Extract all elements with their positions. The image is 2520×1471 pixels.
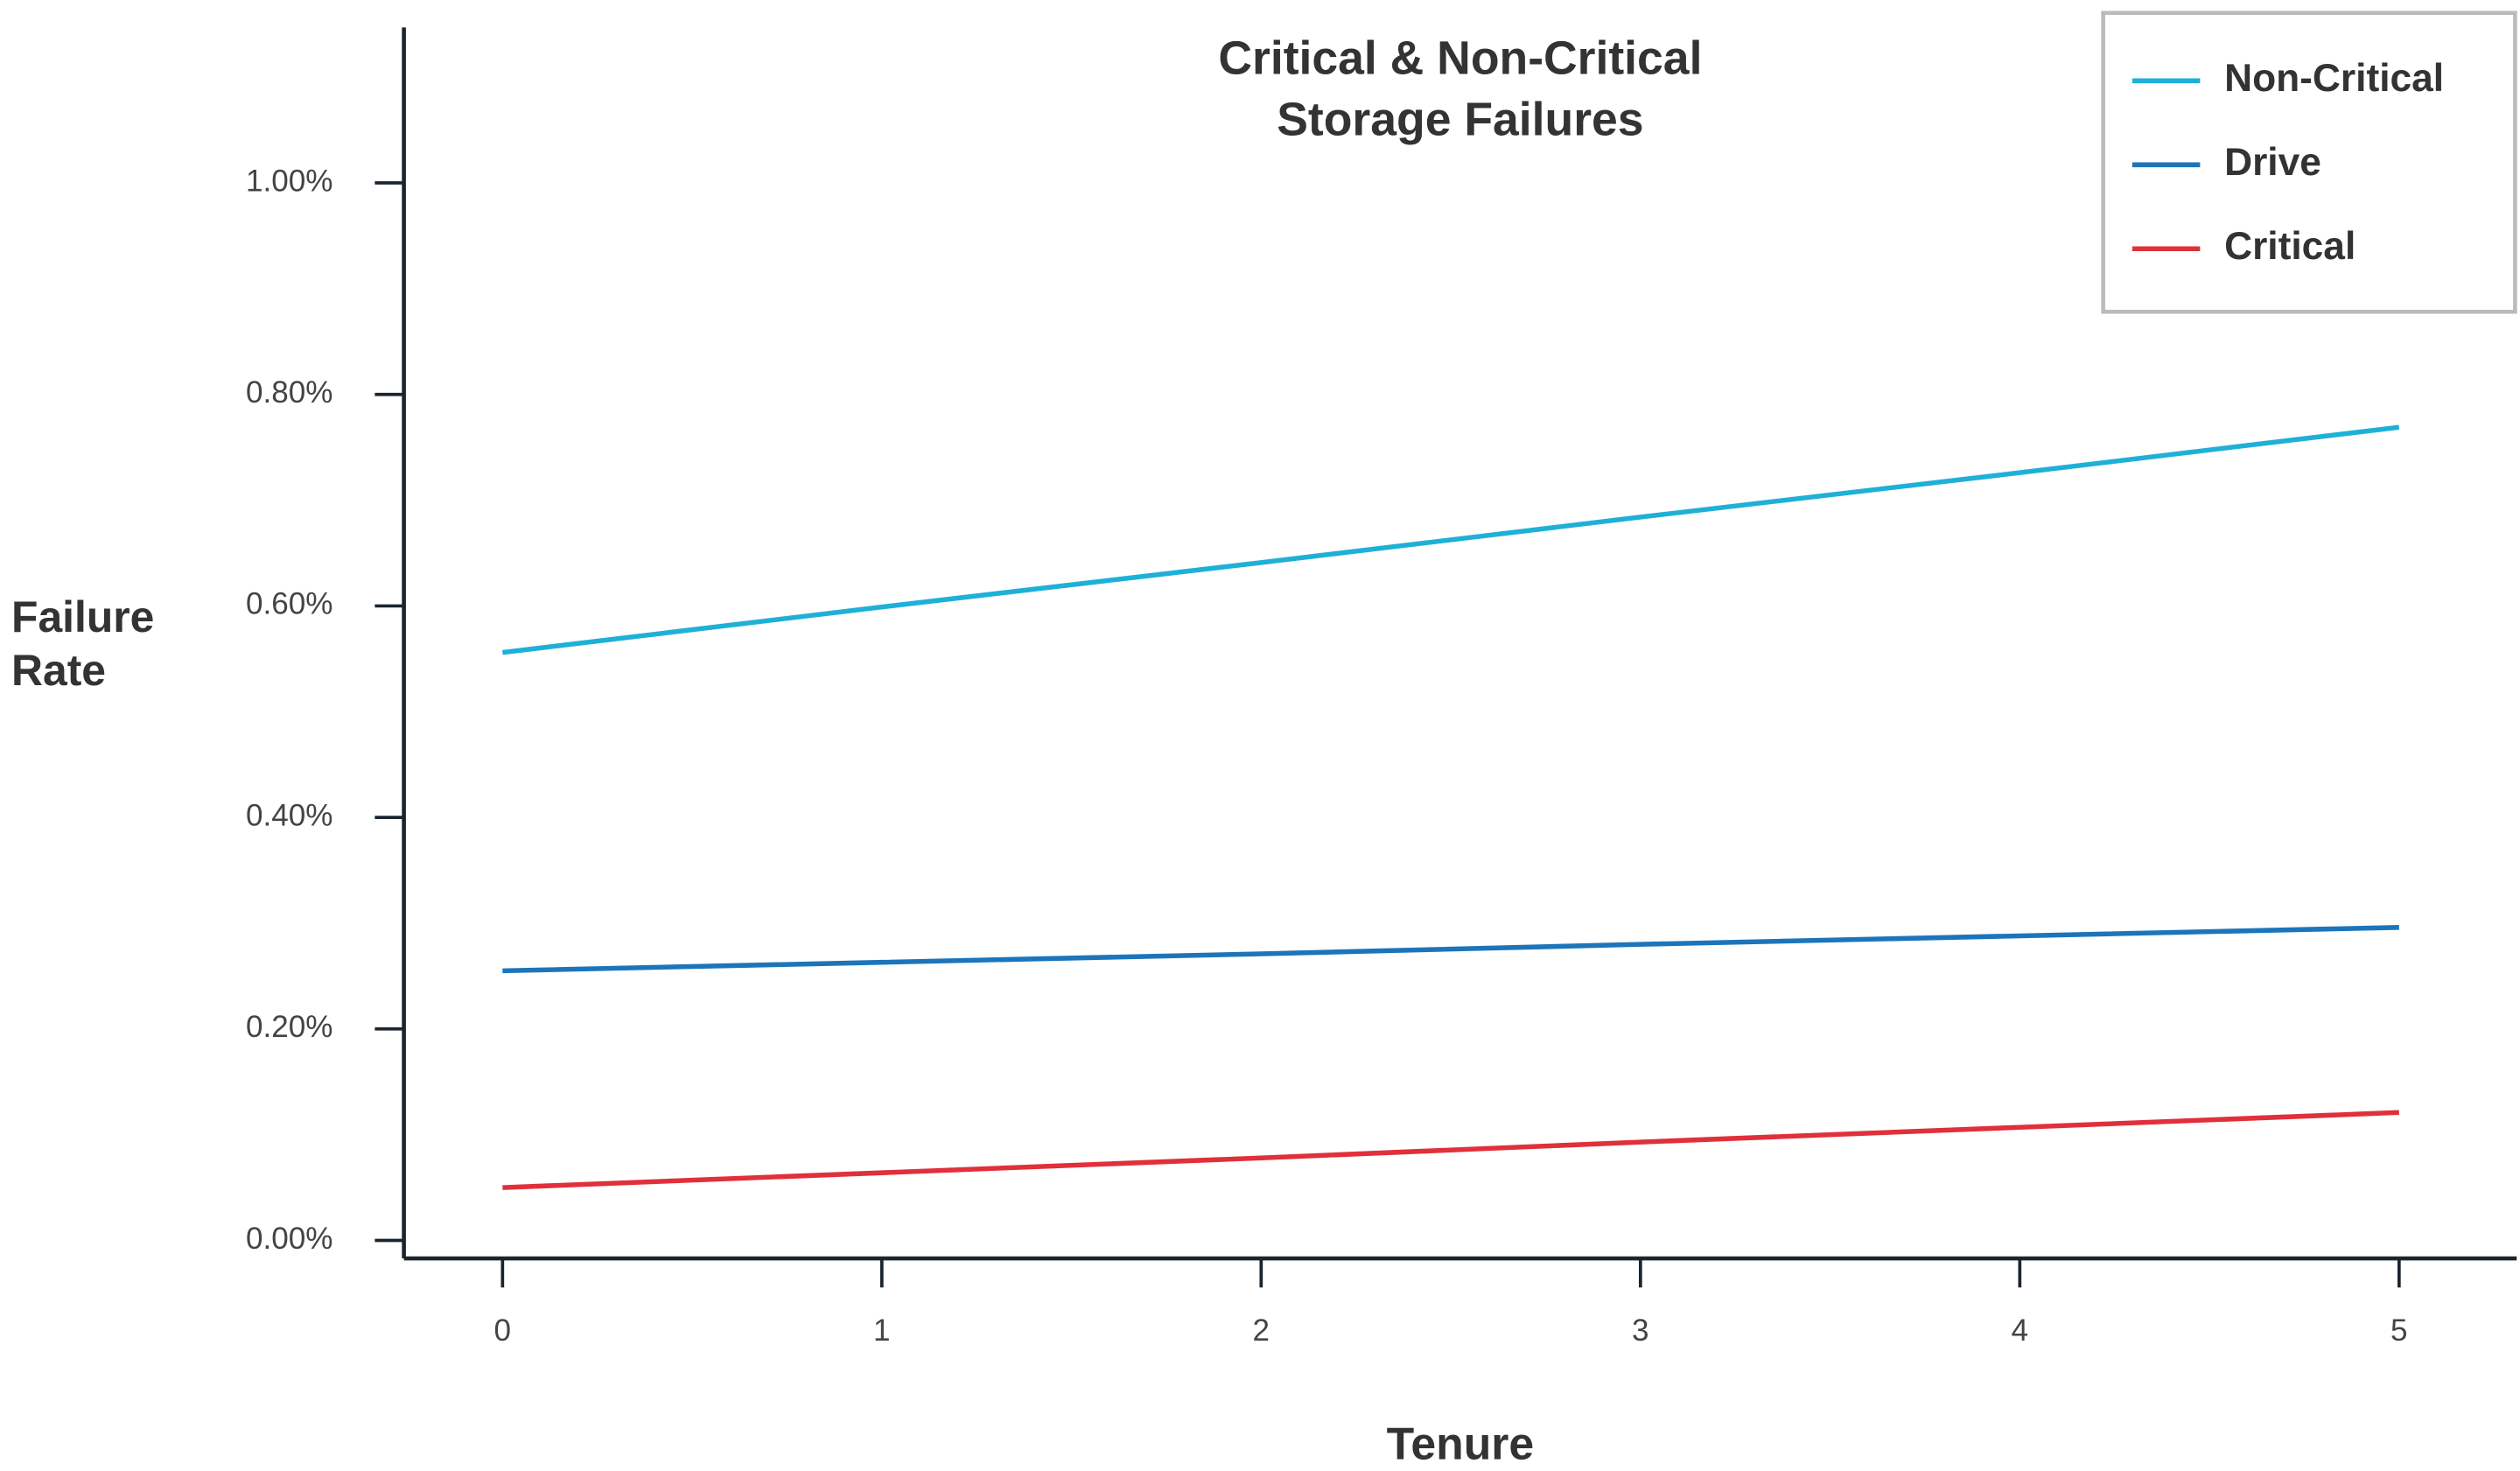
x-tick-label: 5: [2390, 1313, 2408, 1348]
series-line: [501, 424, 2400, 655]
chart-title: Critical & Non-Critical: [1218, 32, 1702, 84]
y-axis-label: Failure: [11, 592, 154, 641]
y-tick-label: 0.40%: [246, 798, 332, 832]
series-line: [502, 1110, 2399, 1190]
x-tick-label: 0: [494, 1313, 512, 1348]
y-tick-label: 0.80%: [246, 375, 332, 410]
legend-label: Drive: [2224, 141, 2321, 184]
legend-label: Critical: [2224, 225, 2356, 268]
chart-title: Storage Failures: [1277, 94, 1643, 145]
y-tick-label: 0.20%: [246, 1010, 332, 1044]
x-tick-label: 1: [873, 1313, 891, 1348]
x-tick-label: 4: [2012, 1313, 2029, 1348]
series-line: [502, 925, 2399, 974]
x-tick-label: 2: [1253, 1313, 1270, 1348]
y-tick-label: 0.00%: [246, 1222, 332, 1256]
y-axis-label: Rate: [11, 646, 106, 695]
y-tick-label: 0.60%: [246, 587, 332, 621]
legend-label: Non-Critical: [2224, 57, 2444, 100]
x-axis-label: Tenure: [1387, 1418, 1534, 1469]
y-tick-label: 1.00%: [246, 164, 332, 198]
x-tick-label: 3: [1632, 1313, 1649, 1348]
